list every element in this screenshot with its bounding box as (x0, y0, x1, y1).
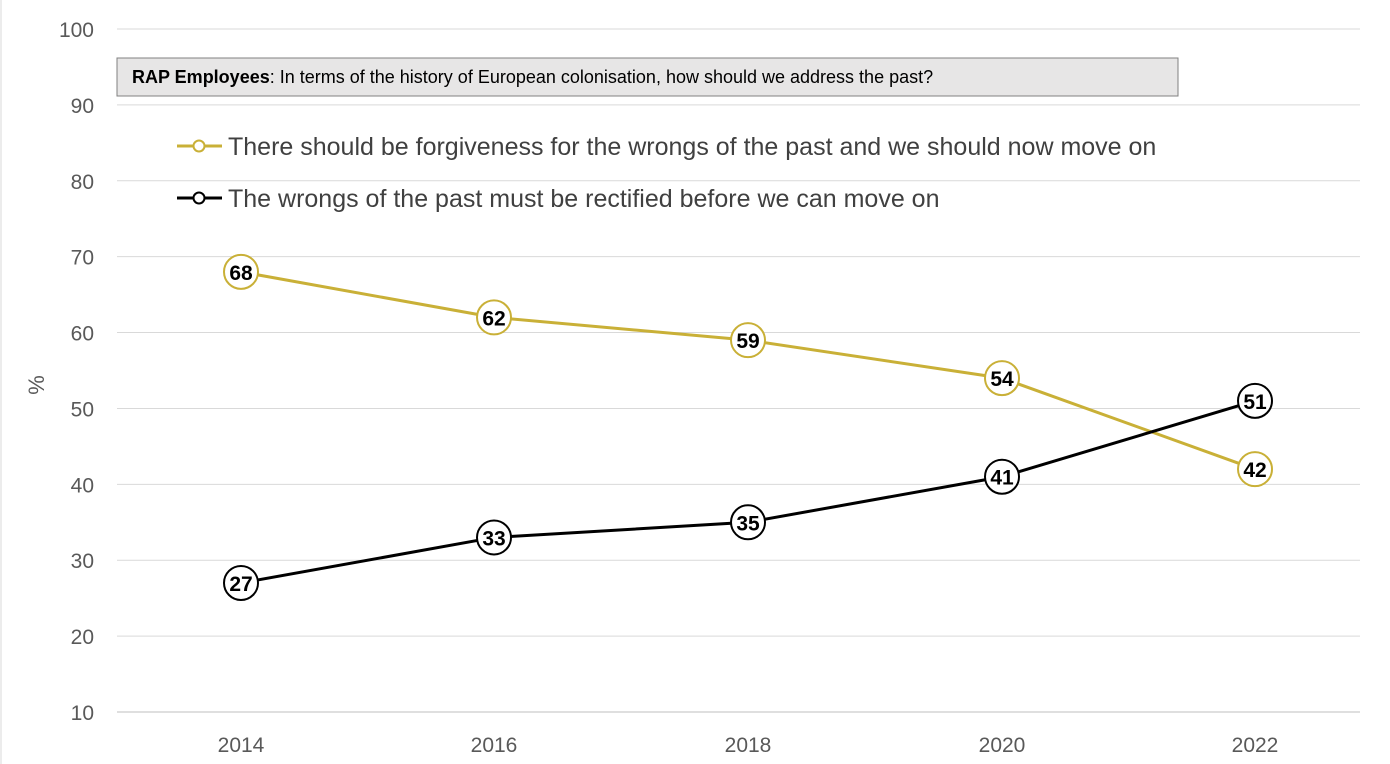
chart-title-bold: RAP Employees (132, 67, 270, 87)
data-point (1237, 451, 1273, 488)
y-tick-label: 10 (71, 702, 94, 725)
series-2-points: 27 33 35 41 51 (223, 382, 1273, 601)
data-point (1237, 382, 1273, 419)
chart-title-background (116, 57, 1179, 97)
y-axis-title: % (24, 375, 49, 395)
y-axis-ticks: 10 20 30 40 50 60 70 80 90 100 (59, 19, 94, 725)
data-point (476, 299, 512, 336)
data-label: 42 (1243, 459, 1266, 482)
data-label: 62 (482, 307, 505, 330)
legend-label: There should be forgiveness for the wron… (228, 133, 1156, 161)
y-tick-label: 50 (71, 398, 94, 421)
legend: There should be forgiveness for the wron… (177, 133, 1156, 213)
data-point (223, 564, 259, 601)
data-point (223, 253, 259, 290)
legend-item: There should be forgiveness for the wron… (177, 133, 1156, 161)
data-point (984, 360, 1020, 397)
data-label: 41 (990, 467, 1014, 490)
data-point (730, 504, 766, 541)
data-point (984, 458, 1020, 495)
x-tick-label: 2020 (979, 734, 1026, 757)
x-tick-label: 2016 (471, 734, 518, 757)
y-tick-label: 30 (71, 550, 94, 573)
chart-title: RAP Employees: In terms of the history o… (132, 67, 933, 87)
data-label: 27 (229, 573, 252, 596)
legend-marker (192, 139, 206, 153)
data-point (730, 322, 766, 359)
chart-title-box: RAP Employees: In terms of the history o… (116, 57, 1179, 97)
data-label: 33 (482, 527, 505, 550)
y-tick-label: 70 (71, 247, 94, 270)
y-tick-label: 20 (71, 626, 94, 649)
y-tick-label: 90 (71, 95, 94, 118)
data-label: 35 (736, 512, 760, 535)
x-tick-label: 2018 (725, 734, 772, 757)
data-label: 59 (736, 330, 759, 353)
x-tick-label: 2022 (1232, 734, 1279, 757)
series-group: 68 62 59 54 42 27 33 35 41 51 (223, 253, 1273, 601)
y-tick-label: 60 (71, 323, 94, 346)
data-label: 51 (1243, 391, 1267, 414)
y-tick-label: 80 (71, 171, 94, 194)
data-label: 54 (990, 368, 1014, 391)
gridlines (117, 28, 1360, 713)
x-tick-label: 2014 (218, 734, 265, 757)
series-1-points: 68 62 59 54 42 (223, 253, 1273, 488)
chart-title-rest: : In terms of the history of European co… (270, 67, 933, 87)
y-tick-label: 100 (59, 19, 94, 42)
legend-item: The wrongs of the past must be rectified… (177, 185, 940, 213)
legend-marker (192, 191, 206, 205)
y-tick-label: 40 (71, 474, 94, 497)
data-point (476, 519, 512, 556)
x-axis-ticks: 2014 2016 2018 2020 2022 (218, 734, 1279, 757)
data-label: 68 (229, 262, 253, 285)
legend-label: The wrongs of the past must be rectified… (228, 185, 940, 213)
